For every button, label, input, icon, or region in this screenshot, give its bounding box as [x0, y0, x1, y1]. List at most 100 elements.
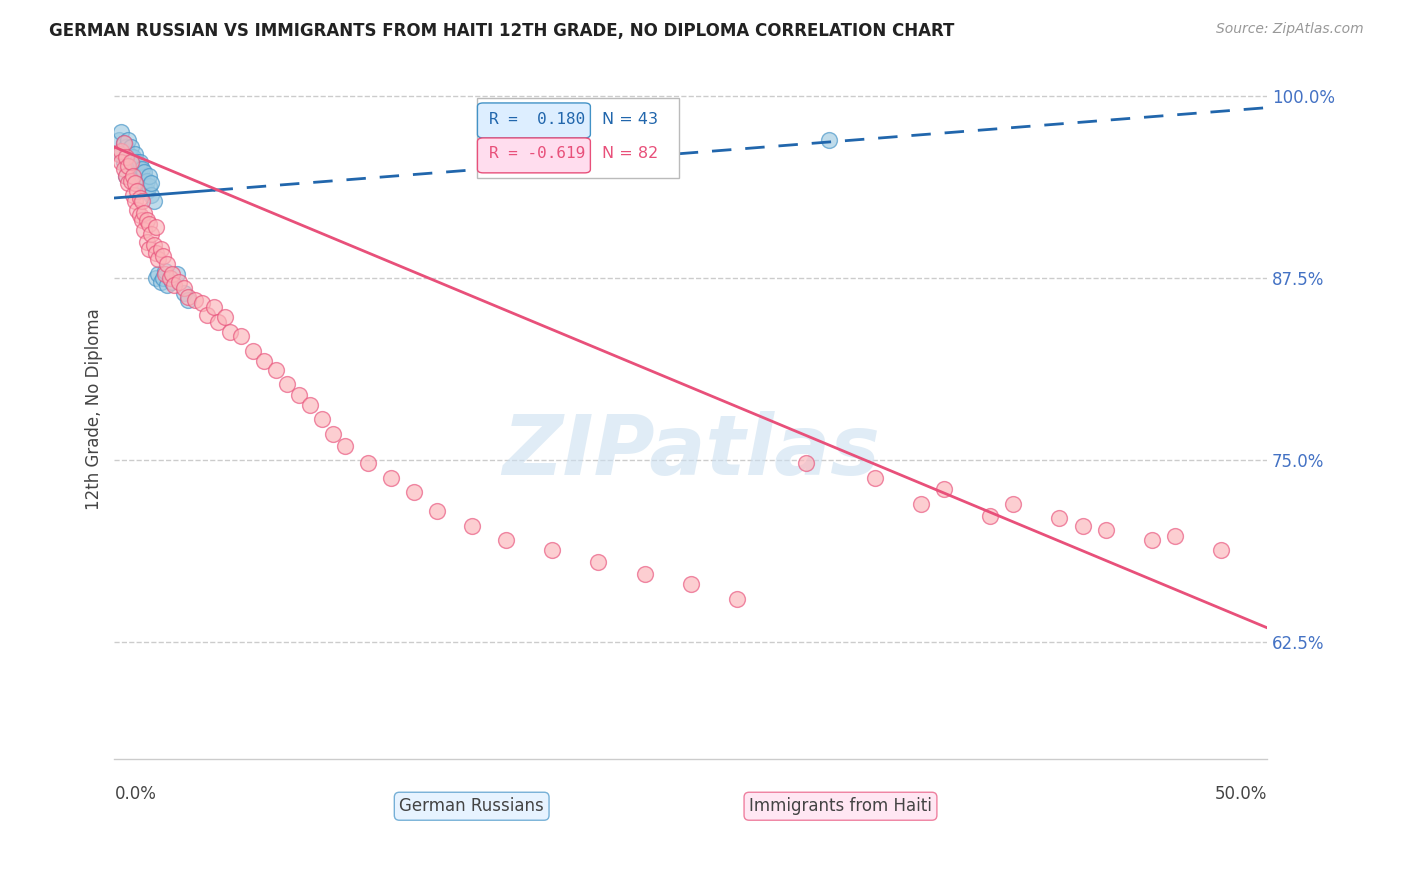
- Point: [117, 177, 139, 191]
- Point: [177, 293, 200, 307]
- Point: [357, 456, 380, 470]
- Point: [167, 276, 190, 290]
- Point: [1163, 529, 1185, 543]
- Point: [131, 173, 153, 187]
- Point: [115, 169, 138, 183]
- Point: [124, 177, 146, 191]
- Point: [149, 276, 172, 290]
- Point: [108, 147, 131, 161]
- Point: [110, 147, 132, 161]
- Point: [160, 276, 183, 290]
- Text: German Russians: German Russians: [399, 797, 544, 815]
- Point: [134, 223, 156, 237]
- Point: [138, 242, 160, 256]
- Point: [110, 145, 132, 159]
- Point: [127, 165, 149, 179]
- Point: [156, 278, 179, 293]
- Point: [131, 161, 153, 176]
- Point: [214, 310, 236, 325]
- Point: [311, 412, 333, 426]
- Point: [120, 154, 142, 169]
- Point: [142, 237, 165, 252]
- Point: [110, 154, 132, 169]
- FancyBboxPatch shape: [478, 98, 679, 178]
- Point: [135, 184, 157, 198]
- Point: [108, 133, 131, 147]
- Point: [166, 267, 188, 281]
- Point: [148, 267, 170, 281]
- Point: [152, 249, 174, 263]
- Point: [115, 150, 138, 164]
- Text: R = -0.619: R = -0.619: [489, 146, 585, 161]
- Point: [173, 285, 195, 300]
- Point: [145, 220, 167, 235]
- Point: [120, 173, 142, 187]
- Text: 0.0%: 0.0%: [114, 785, 156, 803]
- Point: [1094, 523, 1116, 537]
- Point: [120, 140, 142, 154]
- Point: [112, 136, 135, 150]
- Point: [145, 246, 167, 260]
- Point: [141, 177, 163, 191]
- Text: N = 43: N = 43: [602, 112, 658, 127]
- Point: [333, 439, 356, 453]
- Point: [135, 173, 157, 187]
- Point: [910, 497, 932, 511]
- Point: [115, 150, 138, 164]
- Point: [1002, 497, 1025, 511]
- Point: [121, 188, 143, 202]
- Point: [124, 147, 146, 161]
- Point: [160, 267, 183, 281]
- Y-axis label: 12th Grade, No Diploma: 12th Grade, No Diploma: [86, 309, 103, 510]
- Point: [138, 179, 160, 194]
- Point: [121, 150, 143, 164]
- Point: [173, 281, 195, 295]
- Point: [112, 161, 135, 176]
- Point: [163, 278, 186, 293]
- Point: [145, 271, 167, 285]
- Point: [148, 252, 170, 267]
- Point: [153, 264, 176, 278]
- Point: [121, 169, 143, 183]
- Text: 50.0%: 50.0%: [1215, 785, 1267, 803]
- Point: [818, 133, 841, 147]
- FancyBboxPatch shape: [478, 103, 591, 138]
- Point: [134, 165, 156, 179]
- Point: [127, 154, 149, 169]
- Point: [124, 161, 146, 176]
- Text: N = 82: N = 82: [602, 146, 658, 161]
- Point: [149, 242, 172, 256]
- Point: [134, 205, 156, 219]
- Point: [231, 329, 253, 343]
- Point: [633, 566, 655, 581]
- Point: [322, 426, 344, 441]
- Text: Source: ZipAtlas.com: Source: ZipAtlas.com: [1216, 22, 1364, 37]
- Point: [588, 555, 610, 569]
- Point: [1209, 543, 1232, 558]
- Point: [159, 271, 181, 285]
- Point: [191, 296, 214, 310]
- Point: [128, 161, 150, 176]
- Point: [979, 508, 1001, 523]
- Point: [121, 159, 143, 173]
- Point: [142, 194, 165, 208]
- Point: [460, 518, 482, 533]
- Point: [112, 136, 135, 150]
- Point: [1140, 533, 1163, 548]
- Point: [110, 125, 132, 139]
- Point: [184, 293, 207, 307]
- Point: [177, 290, 200, 304]
- Point: [156, 256, 179, 270]
- Text: GERMAN RUSSIAN VS IMMIGRANTS FROM HAITI 12TH GRADE, NO DIPLOMA CORRELATION CHART: GERMAN RUSSIAN VS IMMIGRANTS FROM HAITI …: [49, 22, 955, 40]
- Point: [1071, 518, 1094, 533]
- Point: [288, 387, 311, 401]
- Point: [128, 209, 150, 223]
- Point: [679, 577, 702, 591]
- Point: [253, 354, 276, 368]
- Point: [218, 325, 240, 339]
- FancyBboxPatch shape: [478, 138, 591, 173]
- Point: [195, 308, 218, 322]
- Point: [117, 159, 139, 173]
- Text: Immigrants from Haiti: Immigrants from Haiti: [749, 797, 932, 815]
- Point: [863, 470, 886, 484]
